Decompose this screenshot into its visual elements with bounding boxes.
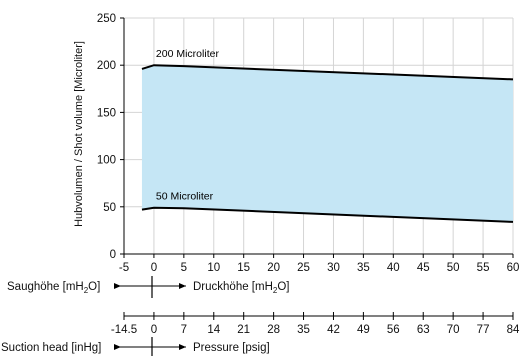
- secondary-scale-psig: Suction head [inHg] Pressure [psig] -14.…: [1, 312, 520, 356]
- x-tick-label: -5: [119, 262, 129, 274]
- psig-tick-label: 70: [447, 324, 460, 336]
- x-tick-label: 30: [327, 262, 340, 274]
- series-label: 50 Microliter: [156, 191, 214, 203]
- psig-tick-label: 28: [267, 324, 280, 336]
- psig-tick-label: 35: [297, 324, 310, 336]
- y-tick-label: 100: [97, 155, 116, 167]
- suction-head-label: Suction head [inHg]: [1, 342, 101, 354]
- psig-tick-label: 77: [477, 324, 490, 336]
- y-axis-label: Hubvolumen / Shot volume [Microliter]: [73, 41, 85, 227]
- x-tick-label: 35: [357, 262, 370, 274]
- psig-tick-label: 14: [207, 324, 220, 336]
- x-tick-label: 5: [181, 262, 187, 274]
- pressure-label: Pressure [psig]: [193, 342, 270, 354]
- x-tick-label: 45: [417, 262, 430, 274]
- druckhoehe-label: Druckhöhe [mH2O]: [193, 281, 289, 295]
- volume-range-fill: [141, 65, 513, 222]
- series-label: 200 Microliter: [156, 48, 220, 60]
- psig-tick-label: 7: [181, 324, 187, 336]
- y-tick-label: 150: [97, 107, 116, 119]
- psig-tick-label: 42: [327, 324, 340, 336]
- psig-tick-label: 0: [151, 324, 157, 336]
- psig-tick-label: 56: [387, 324, 400, 336]
- psig-tick-label: 84: [507, 324, 520, 336]
- secondary-scale-mh2o: Saughöhe [mH2O] Druckhöhe [mH2O]: [7, 276, 289, 298]
- y-tick-label: 0: [110, 249, 116, 261]
- y-tick-label: 200: [97, 60, 116, 72]
- psig-tick-label: 21: [237, 324, 250, 336]
- x-tick-label: 55: [477, 262, 490, 274]
- x-tick-label: 40: [387, 262, 400, 274]
- series-line: [141, 64, 514, 81]
- x-tick-label: 60: [507, 262, 520, 274]
- psig-tick-label: 49: [357, 324, 370, 336]
- x-tick-label: 15: [237, 262, 250, 274]
- x-tick-label: 50: [447, 262, 460, 274]
- x-tick-label: 20: [267, 262, 280, 274]
- plot-area: [141, 65, 513, 222]
- y-tick-label: 50: [103, 202, 116, 214]
- y-tick-label: 250: [97, 13, 116, 25]
- psig-tick-label: 63: [417, 324, 430, 336]
- x-tick-label: 10: [207, 262, 220, 274]
- x-tick-label: 25: [297, 262, 310, 274]
- psig-tick-label: -14.5: [111, 324, 137, 336]
- series-lines: 200 Microliter 50 Microliter: [141, 48, 514, 223]
- x-tick-label: 0: [151, 262, 157, 274]
- saughoehe-label: Saughöhe [mH2O]: [7, 281, 100, 295]
- series-line: [141, 206, 514, 223]
